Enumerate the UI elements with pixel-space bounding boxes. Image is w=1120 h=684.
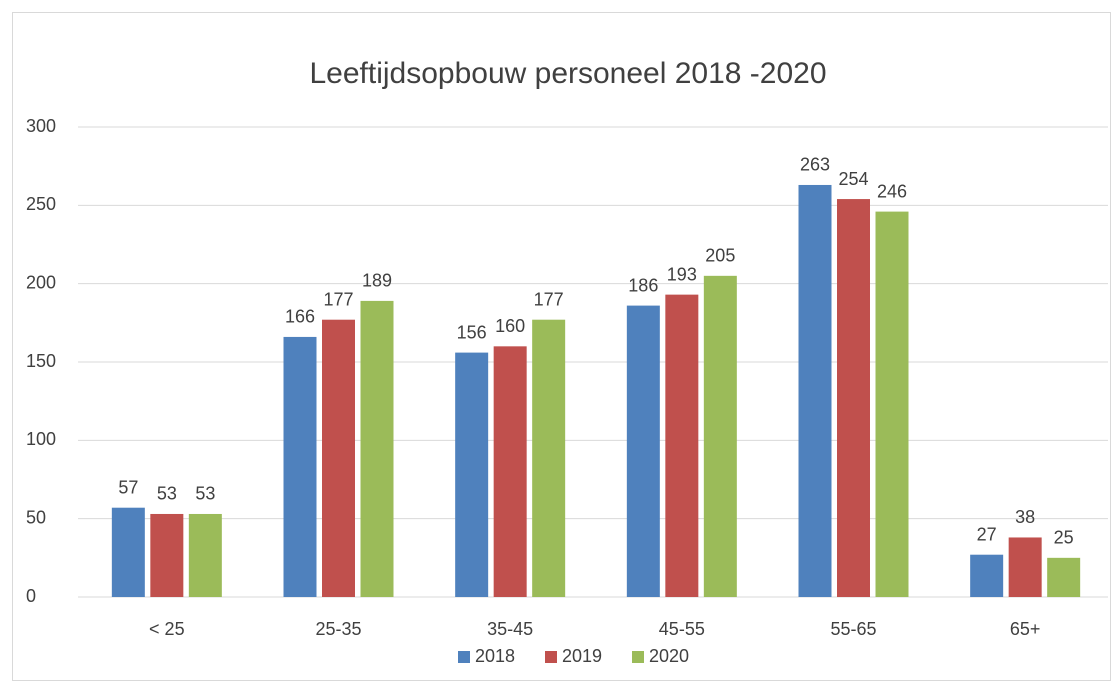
x-tick-label: 55-65 (830, 619, 876, 639)
data-label: 166 (285, 307, 315, 327)
y-tick-label: 0 (26, 586, 36, 606)
data-label: 186 (628, 275, 658, 295)
y-tick-label: 50 (26, 507, 46, 527)
legend-swatch (545, 651, 557, 663)
data-label: 263 (800, 155, 830, 175)
bar (283, 336, 317, 597)
bar (111, 507, 145, 597)
y-tick-label: 300 (26, 116, 56, 136)
x-tick-label: 25-35 (315, 619, 361, 639)
x-tick-label: 45-55 (659, 619, 705, 639)
bar (493, 346, 527, 597)
data-label: 177 (534, 289, 564, 309)
data-label: 57 (118, 477, 138, 497)
bar (875, 211, 909, 597)
data-label: 246 (877, 181, 907, 201)
data-label: 254 (838, 169, 868, 189)
y-tick-label: 200 (26, 272, 56, 292)
legend-label: 2018 (475, 646, 515, 666)
data-label: 27 (977, 524, 997, 544)
x-tick-label: 65+ (1010, 619, 1041, 639)
bar (360, 300, 394, 597)
data-label: 53 (195, 484, 215, 504)
bar (1008, 537, 1042, 597)
bar (970, 554, 1004, 597)
data-label: 53 (157, 484, 177, 504)
chart-title: Leeftijdsopbouw personeel 2018 -2020 (309, 57, 826, 90)
bar (837, 199, 870, 598)
data-label: 25 (1054, 528, 1074, 548)
legend-label: 2019 (562, 646, 602, 666)
bar (798, 184, 832, 597)
bar (1047, 557, 1081, 597)
data-label: 160 (495, 316, 525, 336)
y-tick-label: 100 (26, 429, 56, 449)
bar (150, 513, 184, 597)
bar (703, 275, 737, 597)
bar (532, 319, 566, 597)
x-tick-label: 35-45 (487, 619, 533, 639)
data-label: 38 (1015, 507, 1035, 527)
bar (455, 352, 489, 597)
x-tick-label: < 25 (149, 619, 185, 639)
data-label: 189 (362, 271, 392, 291)
data-label: 156 (457, 322, 487, 342)
legend-swatch (632, 651, 644, 663)
data-label: 205 (705, 246, 735, 266)
bar (626, 305, 660, 597)
bar (188, 513, 222, 597)
bar (665, 294, 699, 597)
legend-swatch (458, 651, 470, 663)
y-tick-label: 150 (26, 351, 56, 371)
data-label: 177 (323, 289, 353, 309)
legend-label: 2020 (649, 646, 689, 666)
y-tick-label: 250 (26, 194, 56, 214)
data-label: 193 (667, 264, 697, 284)
bar (322, 319, 355, 597)
